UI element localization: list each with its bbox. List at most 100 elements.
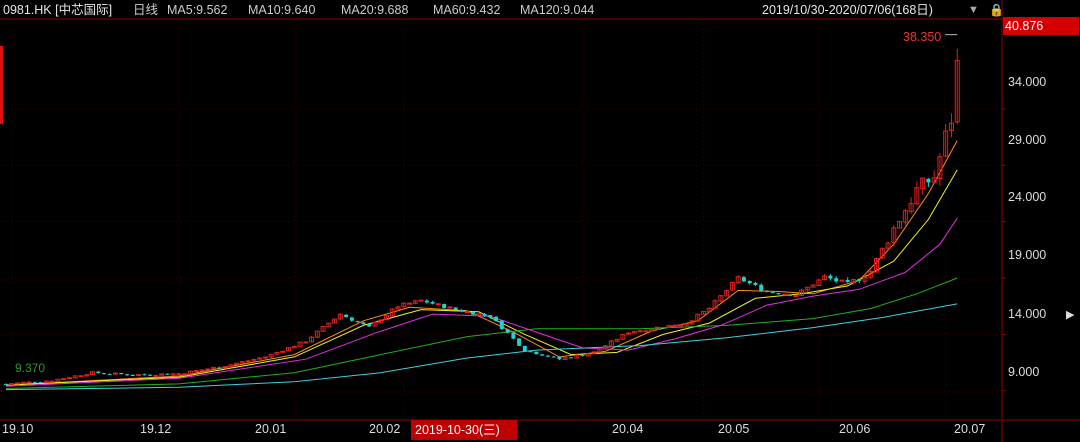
candle-body	[735, 276, 741, 284]
candle-body	[435, 303, 441, 306]
candle-body	[522, 345, 527, 352]
candle-body	[199, 369, 205, 372]
candle-body	[176, 373, 182, 376]
side-marker	[0, 46, 3, 124]
candle-body	[442, 304, 447, 309]
ma5-value: MA5:9.562	[167, 3, 228, 17]
candle-body	[874, 258, 880, 273]
candle-body	[159, 373, 165, 376]
candle-body	[528, 351, 533, 353]
candle-body	[580, 354, 585, 356]
candle-body	[4, 383, 8, 385]
candle-body	[102, 373, 107, 375]
candle-body	[488, 315, 493, 318]
chevron-down-icon[interactable]: ▼	[968, 4, 979, 16]
chevron-right-icon[interactable]: ▶	[1066, 309, 1075, 321]
ticker-label[interactable]: 0981.HK [中芯国际]	[3, 3, 113, 17]
candle-body	[447, 306, 453, 309]
candle-body	[119, 372, 124, 375]
candle-body	[689, 320, 695, 325]
candle-body	[383, 314, 389, 321]
candle-body	[268, 353, 274, 358]
candle-body	[107, 374, 112, 376]
candle-body	[285, 346, 291, 352]
candle-body	[499, 320, 504, 330]
date-tick: 20.05	[718, 422, 750, 436]
candle-body	[729, 281, 735, 291]
candle-body	[291, 345, 297, 349]
candle-body	[61, 378, 67, 381]
date-tick: 20.02	[369, 422, 401, 436]
candle-body	[378, 319, 384, 324]
candle-body	[643, 330, 649, 333]
candle-body	[464, 311, 470, 314]
candle-body	[551, 356, 556, 358]
candle-body	[125, 374, 130, 376]
candle-body	[15, 382, 21, 385]
candle-body	[66, 377, 72, 380]
candle-body	[585, 353, 591, 357]
price-tick: 34.000	[1008, 75, 1047, 89]
candle-body	[32, 381, 37, 383]
candle-body	[407, 302, 413, 305]
candle-body	[885, 242, 891, 249]
candle-body	[868, 270, 874, 278]
candle-body	[788, 294, 793, 296]
candle-body	[26, 381, 32, 384]
candle-body	[781, 293, 787, 296]
cursor-date-badge: 2019-10-30(三)	[411, 420, 517, 440]
lock-icon[interactable]: 🔒	[989, 3, 1004, 17]
candle-body	[211, 366, 217, 370]
candle-body	[816, 279, 822, 287]
candle-body	[395, 306, 401, 310]
candle-body	[412, 300, 418, 304]
chart-grid	[0, 20, 1002, 420]
candle-body	[505, 329, 510, 333]
candle-body	[96, 371, 101, 374]
candle-body	[793, 295, 799, 298]
candle-body	[631, 331, 637, 334]
candle-body	[228, 364, 234, 368]
candle-body	[534, 351, 539, 355]
candle-body	[597, 348, 603, 353]
candle-body	[494, 316, 499, 321]
candle-body	[649, 328, 655, 332]
moving-average-lines	[5, 140, 958, 391]
candle-body	[84, 374, 90, 377]
candle-body	[367, 324, 372, 327]
candle-body	[902, 210, 908, 223]
candle-body	[724, 290, 730, 297]
candle-body	[741, 277, 746, 282]
candle-body	[142, 374, 147, 376]
candle-body	[418, 299, 424, 302]
candle-body	[280, 350, 286, 353]
date-range-label[interactable]: 2019/10/30-2020/07/06(168日)	[762, 3, 933, 17]
candle-body	[706, 307, 712, 313]
candle-body	[776, 293, 781, 295]
candle-body	[459, 309, 464, 312]
candle-body	[274, 351, 280, 355]
price-tick: 24.000	[1008, 190, 1047, 204]
candle-body	[517, 338, 522, 346]
candle-body	[165, 373, 170, 375]
candle-body	[361, 322, 366, 325]
candle-body	[314, 330, 320, 338]
candle-body	[862, 276, 868, 282]
candle-body	[309, 336, 315, 343]
last-price-badge: 40.876	[1003, 17, 1079, 35]
candle-body	[591, 351, 597, 355]
date-tick: 19.10	[2, 422, 34, 436]
candle-body	[764, 290, 769, 292]
candle-body	[182, 373, 188, 376]
date-tick: 20.06	[839, 422, 871, 436]
period-label[interactable]: 日线	[133, 3, 159, 17]
candle-body	[850, 279, 856, 283]
candle-body	[217, 367, 222, 369]
candle-body	[136, 374, 142, 377]
candle-body	[170, 373, 176, 376]
candle-body	[113, 372, 119, 375]
candle-body	[511, 332, 516, 339]
candle-body	[804, 286, 810, 291]
candle-body	[303, 341, 309, 344]
